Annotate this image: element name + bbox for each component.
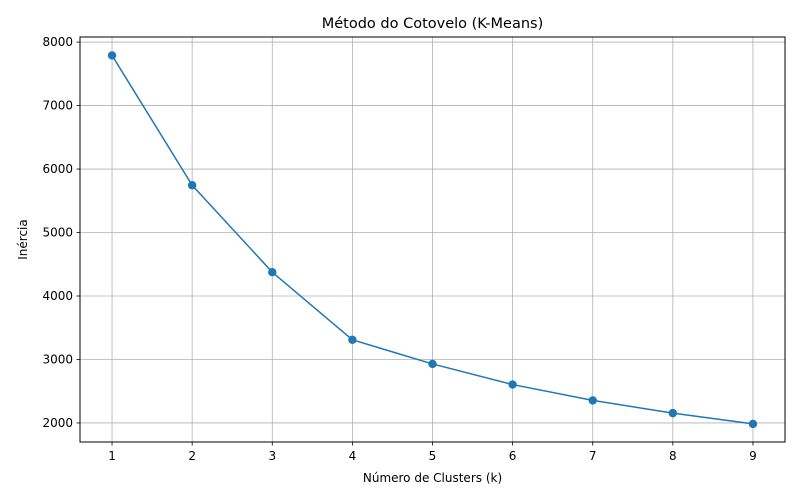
y-tick-label: 3000 [42, 352, 73, 366]
x-tick-label: 2 [188, 449, 196, 463]
data-point [107, 51, 117, 60]
y-tick-label: 4000 [42, 289, 73, 303]
x-tick-label: 4 [349, 449, 357, 463]
grid [80, 37, 785, 442]
chart-title: Método do Cotovelo (K-Means) [322, 16, 544, 32]
y-tick-label: 6000 [42, 162, 73, 176]
x-tick-label: 7 [589, 449, 597, 463]
data-point [748, 419, 758, 429]
y-tick-label: 5000 [42, 226, 73, 240]
x-tick-label: 5 [429, 449, 437, 463]
x-tick-label: 1 [108, 449, 116, 463]
x-axis-label: Número de Clusters (k) [363, 471, 502, 485]
x-tick-label: 6 [509, 449, 517, 463]
x-tick-label: 9 [749, 449, 757, 463]
x-tick-label: 3 [268, 449, 276, 463]
data-point [268, 267, 277, 277]
data-point [668, 408, 678, 418]
series [107, 51, 758, 429]
data-point [187, 181, 197, 190]
x-tick-label: 8 [669, 449, 677, 463]
data-point [348, 335, 357, 344]
y-tick-label: 2000 [42, 416, 73, 430]
y-axis-label: Inércia [16, 219, 30, 259]
data-point [508, 380, 517, 389]
y-tick-label: 7000 [42, 99, 73, 113]
ticks: 1 2 3 4 5 6 7 8 9 2000 3000 4000 5000 6000 7000 8000 [42, 35, 756, 463]
y-tick-label: 8000 [42, 35, 73, 49]
data-point [428, 359, 437, 369]
data-point [588, 396, 597, 405]
